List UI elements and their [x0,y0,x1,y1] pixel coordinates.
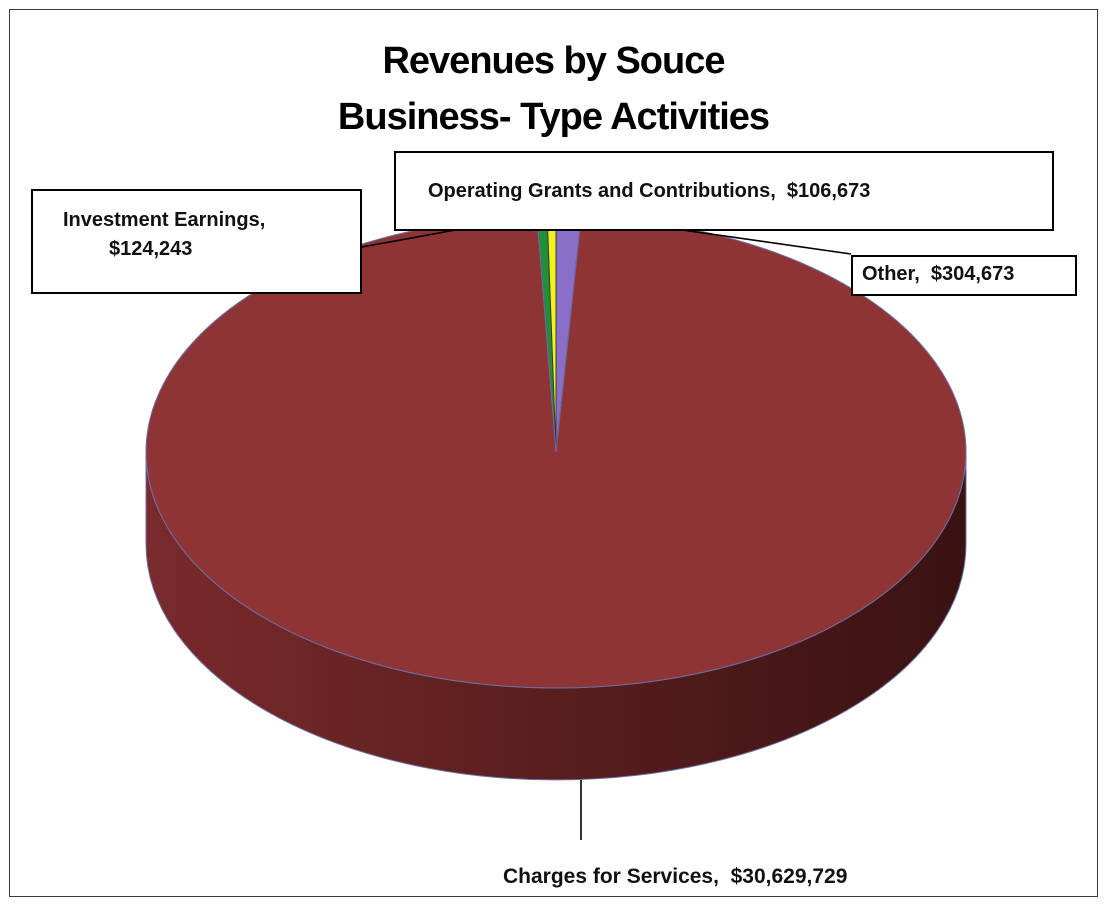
data-label-value-charges: $30,629,729 [730,865,848,888]
slice-charges-for-services [145,215,967,689]
label-charges-for-services: Charges for Services, $30,629,729 [503,865,847,889]
label-sep: , [259,209,266,231]
label-box-other: Other, $304,673 [851,255,1077,296]
label-sep: , [713,865,731,888]
chart-subtitle: Business- Type Activities [337,96,770,138]
chart-title: Revenues by Souce [382,40,725,82]
label-sep: , [770,180,787,202]
data-label-value-operating-grants: $106,673 [786,180,871,202]
label-box-investment-earnings: Investment Earnings, $124,243 [31,189,362,294]
data-label-value-investment-earnings: $124,243 [109,238,193,260]
data-label-value-other: $304,673 [930,263,1015,285]
label-box-operating-grants: Operating Grants and Contributions, $106… [394,151,1054,231]
data-label-name-operating-grants: Operating Grants and Contributions [428,180,771,202]
data-label-name-investment-earnings: Investment Earnings [63,209,260,231]
chart-frame [9,9,1098,897]
label-sep: , [914,263,931,285]
data-label-name-other: Other [862,263,915,285]
data-label-name-charges: Charges for Services [503,865,714,888]
